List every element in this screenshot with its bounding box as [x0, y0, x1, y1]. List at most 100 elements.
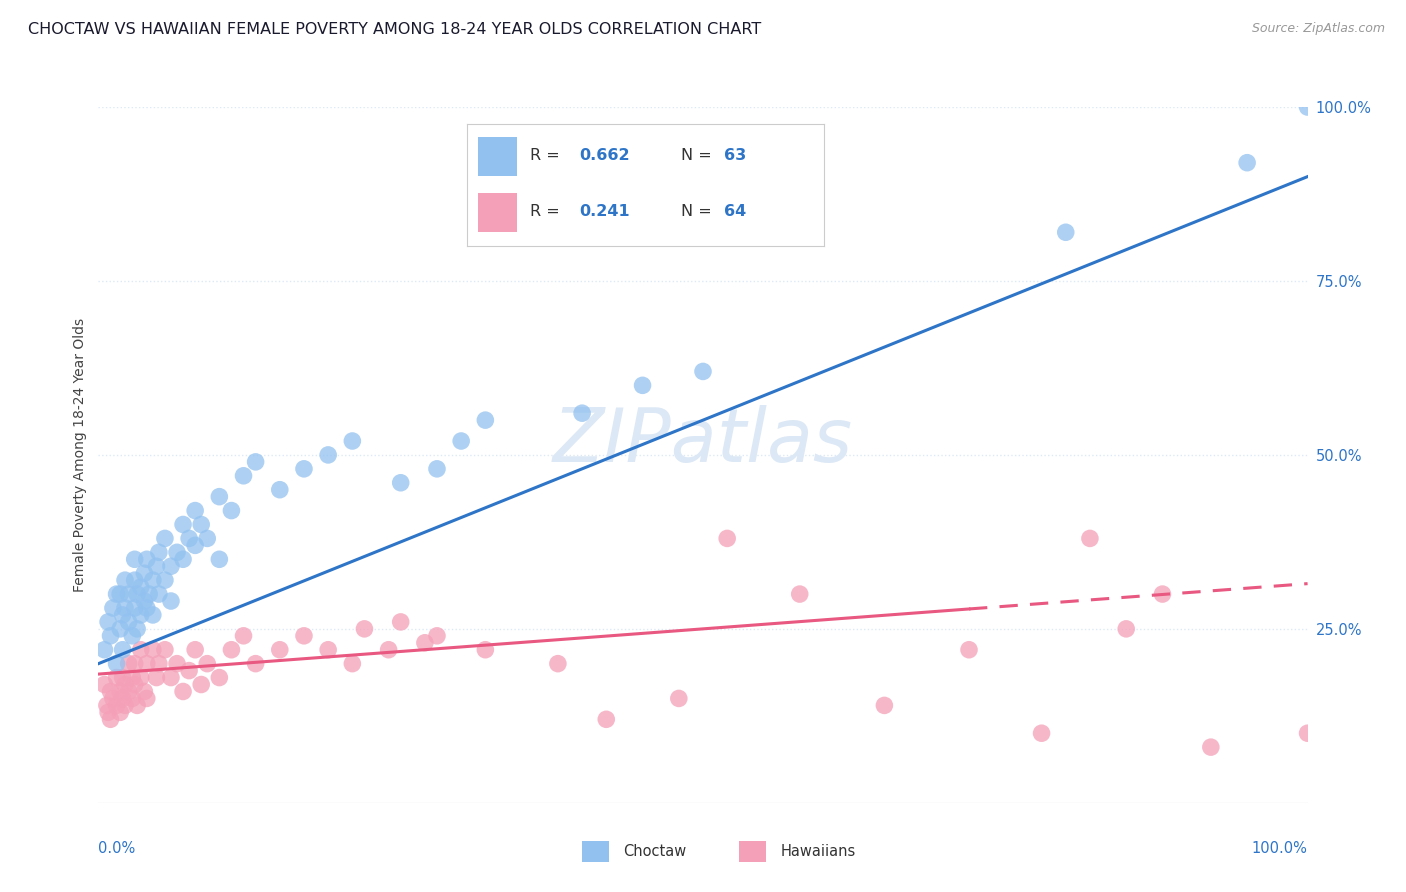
- Point: [105, 587, 128, 601]
- Point: [111, 671, 134, 685]
- Point: [389, 615, 412, 629]
- Point: [377, 642, 399, 657]
- Point: [166, 657, 188, 671]
- Point: [232, 629, 254, 643]
- Point: [124, 601, 146, 615]
- Point: [342, 657, 364, 671]
- Point: [316, 448, 339, 462]
- Text: ZIPatlas: ZIPatlas: [553, 405, 853, 477]
- Point: [292, 462, 315, 476]
- Point: [1078, 532, 1101, 546]
- Point: [134, 684, 156, 698]
- Point: [208, 490, 231, 504]
- Point: [138, 587, 160, 601]
- Point: [93, 642, 115, 657]
- Point: [127, 622, 149, 636]
- Point: [1054, 225, 1077, 239]
- Point: [111, 607, 134, 622]
- Point: [269, 642, 291, 657]
- Bar: [582, 841, 609, 862]
- Point: [105, 657, 128, 671]
- Point: [426, 462, 449, 476]
- Point: [108, 684, 131, 698]
- Point: [101, 601, 124, 615]
- Point: [118, 587, 141, 601]
- Point: [190, 517, 212, 532]
- Text: CHOCTAW VS HAWAIIAN FEMALE POVERTY AMONG 18-24 YEAR OLDS CORRELATION CHART: CHOCTAW VS HAWAIIAN FEMALE POVERTY AMONG…: [28, 22, 762, 37]
- Point: [221, 642, 243, 657]
- Point: [450, 434, 472, 448]
- Point: [105, 671, 128, 685]
- Point: [111, 691, 134, 706]
- Point: [474, 413, 496, 427]
- Point: [118, 615, 141, 629]
- Point: [97, 615, 120, 629]
- Point: [129, 580, 152, 594]
- Point: [1296, 100, 1319, 114]
- Point: [148, 545, 170, 559]
- Bar: [740, 841, 766, 862]
- Point: [142, 642, 165, 657]
- Point: [1296, 726, 1319, 740]
- Point: [100, 712, 122, 726]
- Point: [474, 642, 496, 657]
- Point: [269, 483, 291, 497]
- Point: [100, 629, 122, 643]
- Point: [547, 657, 569, 671]
- Point: [153, 532, 176, 546]
- Point: [135, 691, 157, 706]
- Point: [134, 566, 156, 581]
- Point: [118, 684, 141, 698]
- Point: [134, 594, 156, 608]
- Point: [129, 642, 152, 657]
- Point: [595, 712, 617, 726]
- Point: [413, 636, 436, 650]
- Y-axis label: Female Poverty Among 18-24 Year Olds: Female Poverty Among 18-24 Year Olds: [73, 318, 87, 592]
- Point: [195, 532, 218, 546]
- Point: [121, 691, 143, 706]
- Point: [121, 671, 143, 685]
- Point: [789, 587, 811, 601]
- Point: [1199, 740, 1222, 755]
- Point: [184, 503, 207, 517]
- Point: [353, 622, 375, 636]
- Point: [316, 642, 339, 657]
- Point: [124, 552, 146, 566]
- Point: [179, 664, 201, 678]
- Point: [121, 629, 143, 643]
- Point: [148, 587, 170, 601]
- Point: [208, 552, 231, 566]
- Point: [342, 434, 364, 448]
- Point: [668, 691, 690, 706]
- Point: [108, 587, 131, 601]
- Point: [105, 698, 128, 713]
- Text: Choctaw: Choctaw: [623, 844, 686, 859]
- Point: [135, 657, 157, 671]
- Point: [129, 607, 152, 622]
- Text: Hawaiians: Hawaiians: [780, 844, 856, 859]
- Point: [692, 364, 714, 378]
- Point: [97, 706, 120, 720]
- Point: [1152, 587, 1174, 601]
- Point: [208, 671, 231, 685]
- Point: [111, 642, 134, 657]
- Point: [166, 545, 188, 559]
- Point: [172, 552, 194, 566]
- Point: [160, 594, 183, 608]
- Point: [1031, 726, 1053, 740]
- Point: [124, 677, 146, 691]
- Point: [184, 642, 207, 657]
- Point: [96, 698, 118, 713]
- Point: [873, 698, 896, 713]
- Point: [145, 559, 167, 574]
- Point: [127, 698, 149, 713]
- Point: [195, 657, 218, 671]
- Point: [221, 503, 243, 517]
- Point: [172, 684, 194, 698]
- Point: [245, 455, 267, 469]
- Point: [93, 677, 115, 691]
- Point: [631, 378, 654, 392]
- Point: [108, 622, 131, 636]
- Point: [292, 629, 315, 643]
- Point: [118, 657, 141, 671]
